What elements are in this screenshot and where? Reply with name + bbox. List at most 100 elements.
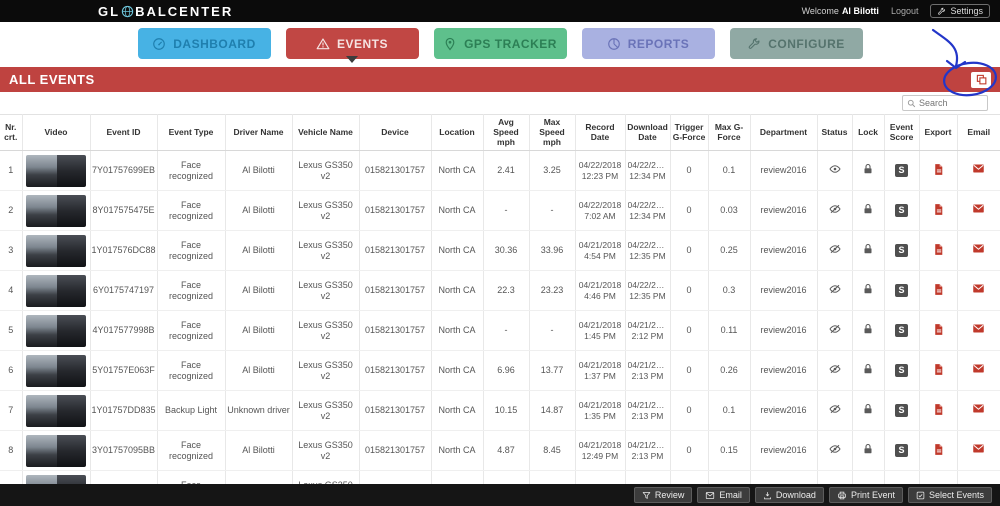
search-input[interactable]: [919, 98, 983, 108]
eye-off-icon[interactable]: [827, 363, 843, 375]
cell-max-gforce: 0.11: [708, 310, 751, 352]
pdf-export-icon[interactable]: [932, 403, 945, 416]
cell-device: 015821301757: [359, 270, 432, 312]
eye-off-icon[interactable]: [827, 323, 843, 335]
cell-event-id: 4Y017577998B: [90, 310, 158, 352]
logout-link[interactable]: Logout: [890, 6, 919, 16]
cell-email: [957, 390, 1000, 432]
email-icon[interactable]: [971, 323, 986, 335]
lock-icon[interactable]: [862, 203, 874, 215]
select-events-button[interactable]: Select Events: [907, 487, 992, 503]
video-thumbnail[interactable]: [26, 394, 86, 427]
eye-off-icon[interactable]: [827, 403, 843, 415]
video-thumbnail[interactable]: [26, 154, 86, 187]
cell-vehicle-name: Lexus GS350 v2: [292, 150, 360, 192]
cell-event-score: S: [884, 190, 920, 232]
cell-vehicle-name: Lexus GS350 v2: [292, 430, 360, 472]
eye-off-icon[interactable]: [827, 203, 843, 215]
cell-export: [919, 310, 958, 352]
event-score-icon[interactable]: S: [895, 444, 908, 458]
cell-event-score: S: [884, 310, 920, 352]
video-thumbnail[interactable]: [26, 314, 86, 347]
events-table-header-row: Nr. crt. Video Event ID Event Type Driver Na…: [0, 113, 1000, 152]
video-thumbnail[interactable]: [26, 194, 86, 227]
tab-events[interactable]: EVENTS: [285, 28, 419, 59]
column-header: Event Score: [884, 113, 920, 152]
pdf-export-icon[interactable]: [932, 443, 945, 456]
eye-off-icon[interactable]: [827, 243, 843, 255]
video-thumbnail[interactable]: [26, 354, 86, 387]
cell-record-date: 04/21/2018 12:49 PM: [575, 430, 626, 472]
lock-icon[interactable]: [862, 243, 874, 255]
video-thumbnail[interactable]: [26, 234, 86, 267]
pdf-export-icon[interactable]: [932, 283, 945, 296]
cell-max-speed: 33.96: [529, 230, 576, 272]
cell-export: [919, 230, 958, 272]
lock-icon[interactable]: [862, 403, 874, 415]
nav-tabs: DASHBOARD EVENTS GPS TRACKER REPORTS CON…: [0, 28, 1000, 59]
column-header: Avg Speed mph: [483, 113, 530, 152]
email-icon[interactable]: [971, 163, 986, 175]
cell-department: review2016: [750, 190, 818, 232]
pdf-export-icon[interactable]: [932, 243, 945, 256]
column-header: Event ID: [90, 113, 158, 152]
app-logo: GL BALCENTER: [98, 4, 233, 19]
column-header: Max G-Force: [708, 113, 751, 152]
event-score-icon[interactable]: S: [895, 244, 908, 258]
cell-department: review2016: [750, 230, 818, 272]
email-icon[interactable]: [971, 443, 986, 455]
cell-event-type: Face recognized: [157, 430, 226, 472]
tab-configure[interactable]: CONFIGURE: [729, 28, 863, 59]
cell-download-date: 04/22/2018 12:35 PM: [625, 270, 671, 312]
cell-device: 015821301757: [359, 430, 432, 472]
lock-icon[interactable]: [862, 323, 874, 335]
email-icon[interactable]: [971, 203, 986, 215]
lock-icon[interactable]: [862, 443, 874, 455]
cell-video: [22, 390, 91, 432]
cell-vehicle-name: Lexus GS350 v2: [292, 350, 360, 392]
cell-location: North CA: [431, 310, 484, 352]
cell-max-speed: 13.77: [529, 350, 576, 392]
eye-off-icon[interactable]: [827, 283, 843, 295]
settings-button[interactable]: Settings: [930, 4, 990, 18]
print-event-button[interactable]: Print Event: [828, 487, 903, 503]
cell-event-type: Face recognized: [157, 150, 226, 192]
video-thumbnail[interactable]: [26, 274, 86, 307]
cell-nr: 5: [0, 310, 23, 352]
tab-reports[interactable]: REPORTS: [581, 28, 715, 59]
eye-icon[interactable]: [827, 163, 843, 175]
pdf-export-icon[interactable]: [932, 323, 945, 336]
event-score-icon[interactable]: S: [895, 164, 908, 178]
video-thumbnail[interactable]: [26, 434, 86, 467]
event-score-icon[interactable]: S: [895, 364, 908, 378]
event-score-icon[interactable]: S: [895, 204, 908, 218]
event-score-icon[interactable]: S: [895, 284, 908, 298]
pdf-export-icon[interactable]: [932, 163, 945, 176]
event-score-icon[interactable]: S: [895, 324, 908, 338]
lock-icon[interactable]: [862, 163, 874, 175]
pdf-export-icon[interactable]: [932, 203, 945, 216]
cell-lock: [852, 190, 885, 232]
cell-record-date: 04/22/2018 12:23 PM: [575, 150, 626, 192]
download-button[interactable]: Download: [754, 487, 824, 503]
cell-event-score: S: [884, 230, 920, 272]
table-row: 1 7Y01757699EB Face recognized Al Bilotti Le…: [0, 150, 1000, 192]
pdf-export-icon[interactable]: [932, 363, 945, 376]
event-score-icon[interactable]: S: [895, 404, 908, 418]
email-button[interactable]: Email: [697, 487, 750, 503]
review-button[interactable]: Review: [633, 487, 693, 503]
export-events-button[interactable]: [971, 71, 991, 88]
column-header: Lock: [852, 113, 885, 152]
email-icon[interactable]: [971, 243, 986, 255]
email-icon[interactable]: [971, 283, 986, 295]
tab-gps-tracker[interactable]: GPS TRACKER: [433, 28, 567, 59]
lock-icon[interactable]: [862, 363, 874, 375]
eye-off-icon[interactable]: [827, 443, 843, 455]
email-icon[interactable]: [971, 363, 986, 375]
lock-icon[interactable]: [862, 283, 874, 295]
tab-dashboard[interactable]: DASHBOARD: [137, 28, 271, 59]
column-header: Location: [431, 113, 484, 152]
email-icon[interactable]: [971, 403, 986, 415]
cell-driver-name: Al Bilotti: [225, 230, 293, 272]
